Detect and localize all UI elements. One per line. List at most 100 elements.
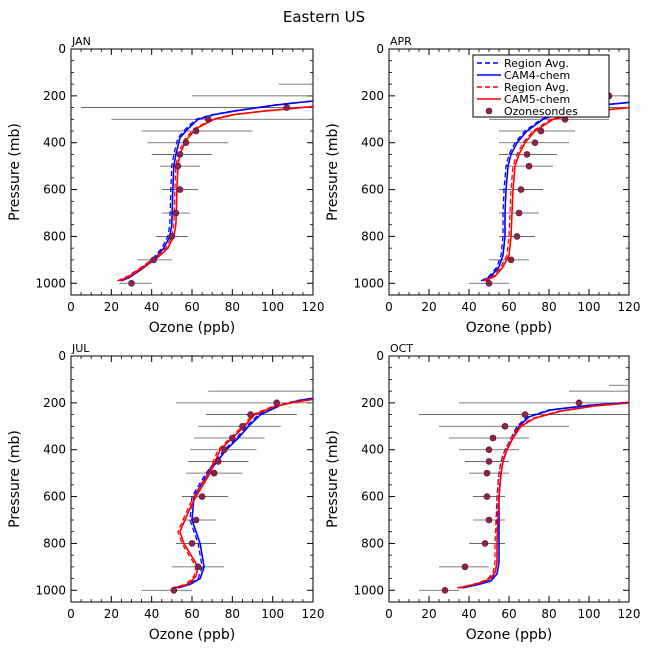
y-tick-label: 200 [361,396,384,410]
y-axis-label: Pressure (mb) [7,430,23,528]
x-tick-label: 80 [225,607,240,621]
x-tick-label: 0 [67,607,75,621]
y-axis-label: Pressure (mb) [325,123,341,221]
ozonesonde-point [198,493,206,500]
x-tick-label: 20 [104,300,119,314]
panel-jan: 0 20 40 60 80 100 120 0 200 400 600 800 1000 JAN Ozone… [7,35,324,336]
y-tick-label: 800 [43,229,66,243]
x-axis-label: Ozone (ppb) [149,320,235,336]
ozonesonde-point [204,115,212,123]
y-tick-label: 1000 [353,276,384,290]
x-tick-label: 80 [541,300,556,314]
x-tick-label: 20 [421,607,436,621]
ozonesonde-point [176,186,184,193]
ozonesonde-point [537,127,545,135]
x-tick-label: 0 [385,300,393,314]
y-tick-label: 600 [43,490,66,504]
x-tick-label: 20 [421,300,436,314]
legend-label: Region Avg. [504,57,569,70]
ozonesonde-point [174,162,182,170]
y-tick-label: 1000 [35,583,66,597]
x-tick-label: 120 [302,300,325,314]
ozonesonde-point [128,279,135,287]
y-tick-label: 400 [43,443,66,457]
x-axis-label: Ozone (ppb) [466,320,552,336]
ozonesonde-point [485,279,493,287]
x-tick-label: 80 [541,607,556,621]
plot-area [419,384,629,594]
x-tick-label: 40 [144,607,159,621]
ozonesonde-point [168,233,176,240]
plot-frame [70,48,314,296]
ozonesonde-point [513,233,521,240]
legend-marker-ozonesondes [485,107,493,115]
ozonesonde-point [485,446,493,454]
y-tick-label: 0 [376,42,384,56]
x-tick-label: 120 [618,607,641,621]
x-tick-label: 20 [104,607,119,621]
panel-title: JUL [71,342,90,355]
y-tick-label: 1000 [35,276,66,290]
ozonesonde-point [214,458,222,465]
series-line-red-solid [173,398,313,589]
panel-jul: 0 20 40 60 80 100 120 0 200 400 600 800 1000 JUL Ozone… [7,342,324,643]
ozonesonde-point [517,186,525,193]
ozonesonde-point [461,563,469,571]
y-tick-label: 800 [43,536,66,550]
ozonesonde-point [188,540,196,547]
legend-label: CAM4-chem [504,69,570,82]
y-axis-label: Pressure (mb) [7,123,23,221]
ozonesonde-point [481,540,489,547]
series-line-blue-solid [121,100,313,282]
ozonesonde-point [523,151,531,158]
plot-frame [70,355,314,603]
panel-oct: 0 20 40 60 80 100 120 0 200 400 600 800 1000 OCT Ozone… [325,342,640,643]
ozonesonde-point [485,458,493,465]
ozonesonde-point [210,469,218,477]
y-tick-label: 0 [58,42,66,56]
x-tick-label: 120 [618,300,641,314]
panel-title: OCT [390,342,413,355]
ozonesonde-point [220,446,228,454]
ozonesonde-point [521,411,529,418]
series-line-red-solid [119,105,313,282]
series-line-blue-solid [482,101,629,282]
ozonesonde-point [176,151,184,158]
y-tick-label: 0 [376,349,384,363]
ozonesonde-point [239,422,246,430]
x-axis-label: Ozone (ppb) [149,627,235,643]
ozonesonde-point [247,411,254,418]
ozonesonde-point [192,516,200,524]
series-line-red-solid [458,402,629,589]
ozonesonde-point [229,434,236,442]
x-tick-label: 60 [501,607,516,621]
x-tick-label: 100 [578,300,601,314]
x-axis-label: Ozone (ppb) [466,627,552,643]
y-tick-label: 600 [361,490,384,504]
y-tick-label: 400 [361,443,384,457]
ozonesonde-point [483,493,491,500]
ozonesonde-point [441,586,449,594]
panel-title: APR [390,35,412,48]
y-tick-label: 600 [43,183,66,197]
x-tick-label: 40 [461,300,476,314]
x-tick-label: 100 [261,300,284,314]
x-tick-label: 0 [385,607,393,621]
ozonesonde-point [507,256,515,264]
x-tick-label: 60 [184,300,199,314]
x-tick-label: 100 [261,607,284,621]
x-tick-label: 60 [501,300,516,314]
plot-area [141,390,313,594]
ozonesonde-point [525,162,533,170]
ozonesonde-point [485,516,493,524]
plot-area [469,92,629,287]
series-line-blue-dashed [119,100,313,282]
y-tick-label: 200 [43,89,66,103]
ozonesonde-point [283,104,291,111]
plot-frame [388,355,630,603]
ozonesonde-point [182,139,190,147]
y-tick-label: 200 [361,89,384,103]
series-line-blue-solid [177,397,313,589]
x-tick-label: 100 [578,607,601,621]
